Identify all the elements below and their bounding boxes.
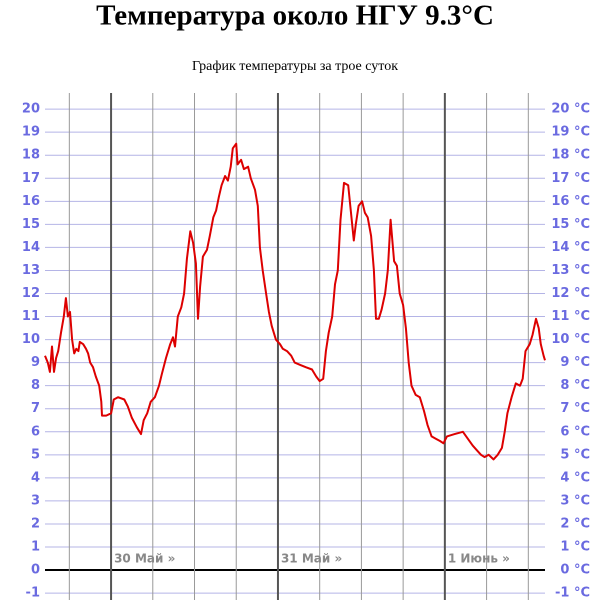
y2-tick-label: 19 °C: [551, 125, 590, 140]
y2-tick-label: 9 °C: [560, 355, 590, 370]
y-tick-label: 10: [22, 332, 40, 347]
day-label: 31 Май »: [281, 552, 342, 566]
y-tick-label: 15: [22, 217, 40, 232]
y2-tick-label: 3 °C: [560, 493, 590, 508]
y-tick-label: 4: [31, 470, 40, 485]
y2-tick-label: 4 °C: [560, 470, 590, 485]
day-label: 1 Июнь »: [448, 552, 510, 566]
y2-tick-label: 6 °C: [560, 424, 590, 439]
y-tick-label: 20: [22, 102, 40, 117]
y-tick-label: 6: [31, 424, 40, 439]
y2-tick-label: 2 °C: [560, 516, 590, 531]
y-tick-label: 5: [31, 447, 40, 462]
y-tick-label: 3: [31, 493, 40, 508]
y2-tick-label: 17 °C: [551, 171, 590, 186]
y2-tick-label: 5 °C: [560, 447, 590, 462]
y-tick-label: 0: [31, 563, 40, 578]
y2-tick-label: 13 °C: [551, 263, 590, 278]
y2-tick-label: 14 °C: [551, 240, 590, 255]
y2-tick-label: 16 °C: [551, 194, 590, 209]
y2-tick-label: 8 °C: [560, 378, 590, 393]
y-tick-label: 13: [22, 263, 40, 278]
y-tick-label: 19: [22, 125, 40, 140]
y-tick-label: 9: [31, 355, 40, 370]
y2-tick-label: 20 °C: [551, 102, 590, 117]
y-tick-label: 17: [22, 171, 40, 186]
y2-tick-label: 11 °C: [551, 309, 590, 324]
y-tick-label: 18: [22, 148, 40, 163]
y2-tick-label: 15 °C: [551, 217, 590, 232]
temperature-line: [44, 142, 546, 461]
y2-tick-label: 1 °C: [560, 539, 590, 554]
y-tick-label: -1: [26, 586, 40, 601]
y-tick-label: 11: [22, 309, 40, 324]
chart-title: Температура около НГУ 9.3°C: [96, 0, 494, 32]
y-tick-label: 16: [22, 194, 40, 209]
y-tick-label: 1: [31, 539, 40, 554]
y2-tick-label: -1 °C: [555, 586, 590, 601]
y-tick-label: 8: [31, 378, 40, 393]
y-tick-label: 12: [22, 286, 40, 301]
y-tick-label: 7: [31, 401, 40, 416]
y2-tick-label: 0 °C: [560, 563, 590, 578]
day-label: 30 Май »: [114, 552, 175, 566]
y2-tick-label: 12 °C: [551, 286, 590, 301]
y-tick-label: 14: [22, 240, 40, 255]
y2-tick-label: 10 °C: [551, 332, 590, 347]
chart-subtitle: График температуры за трое суток: [192, 59, 398, 74]
y2-tick-label: 7 °C: [560, 401, 590, 416]
y-tick-label: 2: [31, 516, 40, 531]
y2-tick-label: 18 °C: [551, 148, 590, 163]
